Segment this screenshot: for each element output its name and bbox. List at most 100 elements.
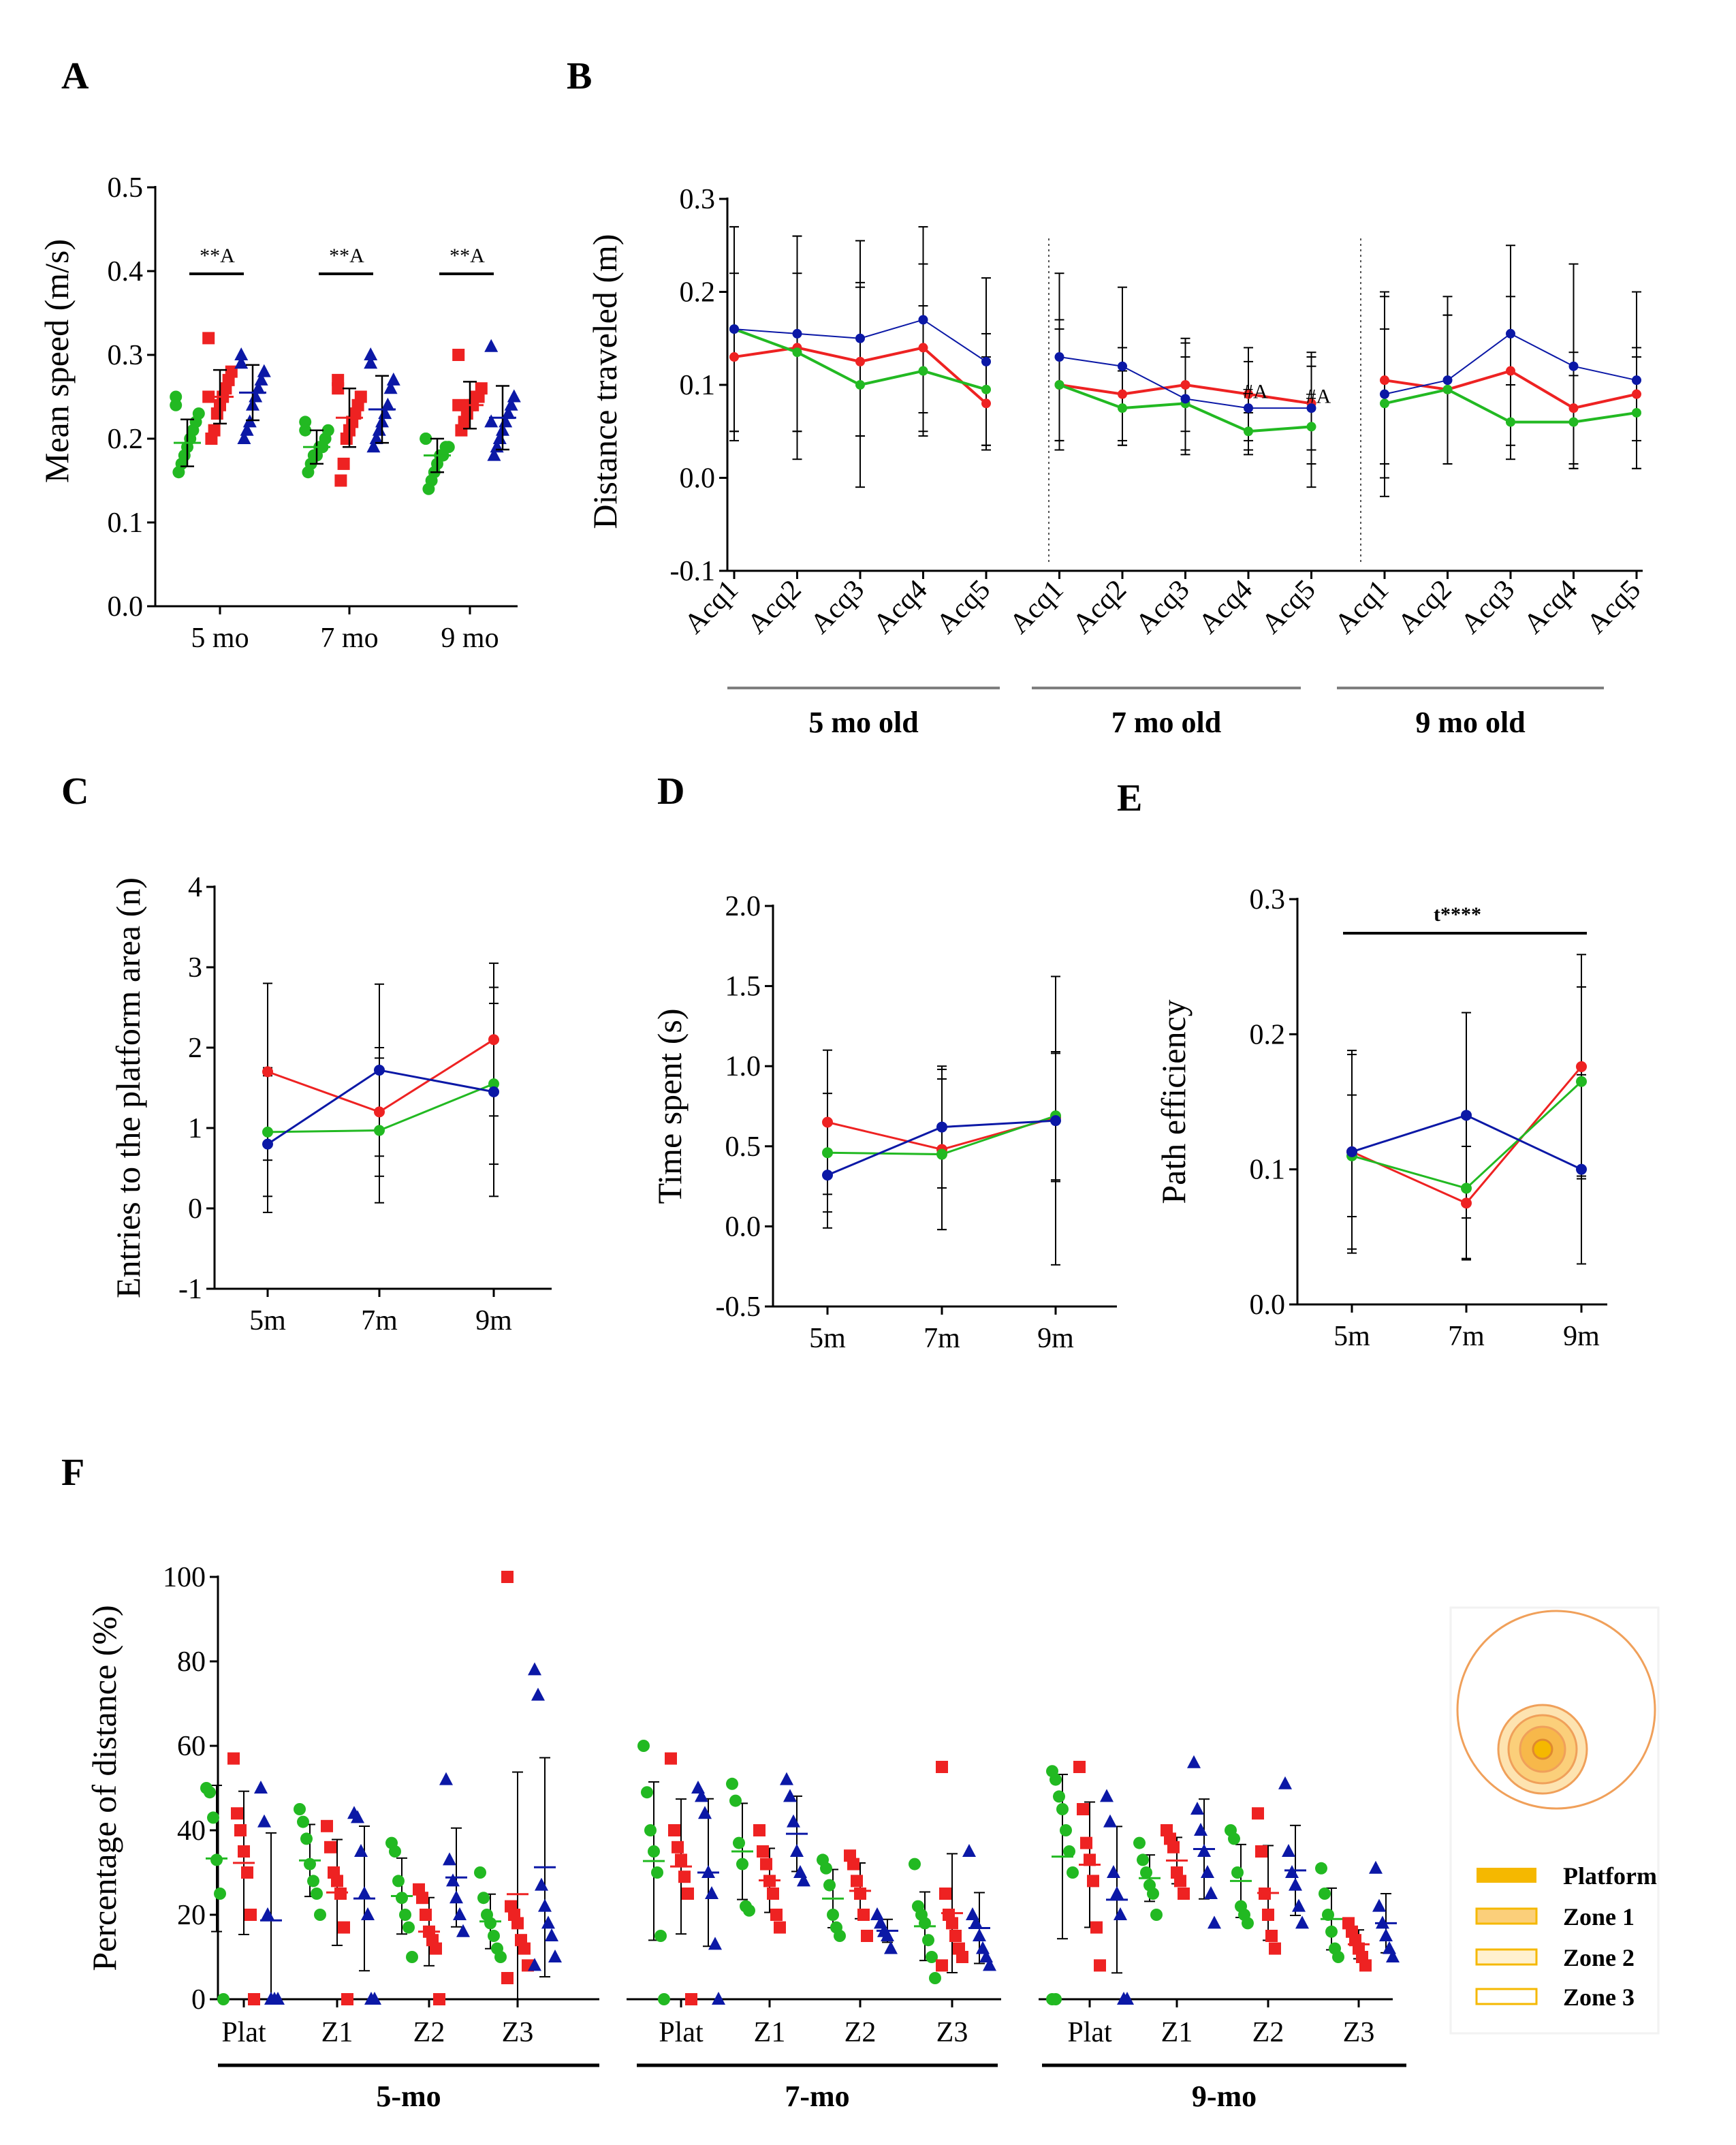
panel-b-blue-point	[1244, 403, 1253, 413]
panel-d-x-tick-label: 9m	[1037, 1323, 1074, 1354]
legend-swatch-zone-1	[1475, 1907, 1538, 1925]
panel-f-blue-point	[528, 1662, 541, 1676]
panel-f-green-point	[644, 1824, 657, 1836]
panel-c-green-point	[488, 1078, 499, 1090]
panel-f-blue-point	[1292, 1898, 1306, 1912]
panel-b-red-point	[729, 352, 739, 362]
panel-f-y-tick-label: 100	[163, 1562, 206, 1593]
panel-f-blue-point	[1107, 1865, 1120, 1878]
panel-f-green-point	[204, 1786, 216, 1799]
panel-f-blue-point	[361, 1907, 375, 1920]
panel-f-red-point	[420, 1909, 432, 1921]
panel-c-y-tick-label: 0	[188, 1193, 202, 1225]
panel-f-green-point	[827, 1909, 839, 1921]
panel-a-blue-point	[254, 372, 268, 386]
panel-f-red-point	[430, 1942, 442, 1955]
panel-f-blue-point	[881, 1928, 894, 1941]
panel-e-red-point	[1576, 1061, 1587, 1072]
panel-b-green-point	[1306, 422, 1316, 432]
panel-f-blue-point	[884, 1941, 898, 1954]
panel-f-red-point	[682, 1888, 694, 1900]
panel-b-blue-point	[981, 356, 991, 366]
panel-f-blue-point	[443, 1852, 456, 1866]
panel-d-blue-point	[1050, 1115, 1061, 1127]
panel-b-red-point	[1632, 389, 1641, 399]
panel-f-blue-point	[962, 1844, 976, 1857]
panel-f-red-point	[668, 1824, 680, 1836]
panel-f-blue-point	[1369, 1860, 1383, 1874]
panel-f-red-point	[857, 1909, 870, 1921]
panel-b-blue-point	[1054, 352, 1064, 362]
panel-d-x-tick-label: 7m	[924, 1323, 960, 1354]
panel-f-red-point	[678, 1870, 691, 1883]
panel-f-green-point	[658, 1993, 670, 2005]
panel-e-y-tick-label: 0.0	[1250, 1289, 1286, 1321]
panel-d-y-axis-label: Time spent (s)	[650, 1008, 689, 1204]
panel-f-green-point	[820, 1862, 832, 1875]
panel-f-green-point	[929, 1972, 941, 1984]
panel-a-blue-point	[504, 397, 518, 411]
panel-a-blue-point	[487, 448, 501, 461]
panel-f-green-point	[406, 1951, 418, 1963]
panel-d-y-tick-label: -0.5	[716, 1291, 761, 1323]
panel-f-red-point	[767, 1888, 779, 1900]
panel-f-blue-point	[783, 1789, 797, 1802]
panel-e-blue-point	[1461, 1110, 1472, 1121]
panel-a-green-point	[170, 390, 183, 403]
panel-f-green-point	[494, 1951, 507, 1963]
panel-f-red-point	[501, 1571, 514, 1583]
panel-f-green-point	[311, 1888, 323, 1900]
panel-b-x-tick-label: Acq2	[1392, 574, 1458, 640]
panel-f-blue-point	[446, 1873, 460, 1887]
panel-f-green-point	[488, 1930, 500, 1942]
panel-b-x-tick-label: Acq5	[1581, 574, 1647, 640]
panel-f-red-point	[685, 1993, 697, 2005]
panel-a-blue-point	[251, 381, 266, 394]
panel-f-red-point	[416, 1892, 428, 1905]
panel-f-red-point	[244, 1909, 257, 1921]
panel-b-x-tick-label: Acq3	[1130, 574, 1196, 640]
panel-d-green-point	[822, 1147, 833, 1159]
panel-f-green-point	[736, 1858, 748, 1870]
panel-b-group-label: 7 mo old	[1111, 706, 1221, 739]
panel-f-blue-point	[1190, 1802, 1204, 1815]
panel-a-red-point	[354, 390, 367, 403]
panel-f-blue-point	[1372, 1898, 1386, 1912]
panel-f-red-point	[1167, 1841, 1180, 1853]
panel-b-green-point	[1506, 417, 1515, 427]
panel-f-red-point	[851, 1875, 863, 1888]
panel-f-green-point	[210, 1853, 223, 1866]
panel-c-y-tick-label: -1	[178, 1274, 202, 1305]
panel-b-blue-point	[729, 324, 739, 334]
panel-f-y-tick-label: 0	[191, 1984, 206, 2016]
panel-f-red-point	[1077, 1803, 1089, 1815]
panel-b-annotation: #A	[1306, 385, 1331, 407]
panel-a-y-tick-label: 0.4	[108, 256, 144, 287]
panel-f-red-point	[753, 1824, 766, 1836]
panel-b-red-point	[918, 343, 928, 353]
panel-b-red-point	[1180, 380, 1190, 390]
panel-label-e: E	[1117, 777, 1142, 819]
panel-c-blue-point	[488, 1086, 499, 1097]
panel-a-blue-point	[364, 356, 378, 369]
panel-f-blue-point	[708, 1937, 722, 1950]
panel-a-green-point	[192, 407, 205, 420]
panel-f-green-point	[1319, 1888, 1331, 1900]
panel-f-blue-point	[973, 1928, 986, 1941]
panel-a-blue-point	[484, 339, 499, 352]
panel-f-blue-point	[790, 1844, 804, 1857]
panel-a-green-point	[299, 416, 312, 428]
panel-f-group-label: 7-mo	[785, 2080, 849, 2113]
panel-f-blue-point	[1204, 1886, 1218, 1899]
panel-b-x-tick-label: Acq2	[1067, 574, 1133, 640]
panel-f-blue-point	[1208, 1915, 1221, 1929]
panel-f-green-point	[654, 1930, 667, 1942]
panel-f-green-point	[300, 1832, 313, 1845]
panel-f-green-point	[403, 1921, 415, 1934]
panel-f-red-point	[1090, 1921, 1103, 1934]
pool-circle	[1456, 1610, 1656, 1810]
panel-a-x-tick-label: 7 mo	[320, 623, 378, 654]
panel-f-red-point	[665, 1752, 677, 1765]
panel-label-b: B	[567, 55, 592, 97]
